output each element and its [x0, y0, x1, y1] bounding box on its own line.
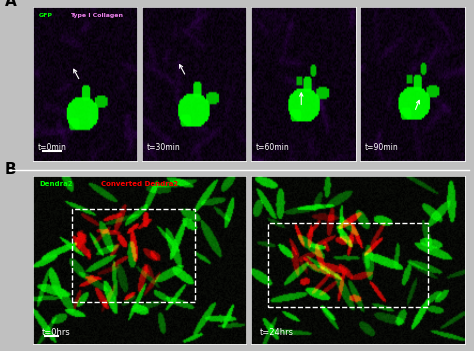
- Text: A: A: [5, 0, 17, 9]
- Text: Dendra2: Dendra2: [39, 180, 73, 186]
- Text: t=30min: t=30min: [146, 143, 180, 152]
- Bar: [72, 209, 195, 302]
- Text: t=0hrs: t=0hrs: [42, 328, 71, 337]
- Bar: [268, 223, 428, 307]
- Text: t=90min: t=90min: [365, 143, 398, 152]
- Text: Converted Dendra2: Converted Dendra2: [101, 180, 179, 186]
- Text: GFP: GFP: [38, 13, 53, 18]
- Text: B: B: [5, 162, 17, 177]
- Text: t=60min: t=60min: [255, 143, 289, 152]
- Text: Type I Collagen: Type I Collagen: [70, 13, 123, 18]
- Text: t=24hrs: t=24hrs: [260, 328, 294, 337]
- Text: t=0min: t=0min: [37, 143, 66, 152]
